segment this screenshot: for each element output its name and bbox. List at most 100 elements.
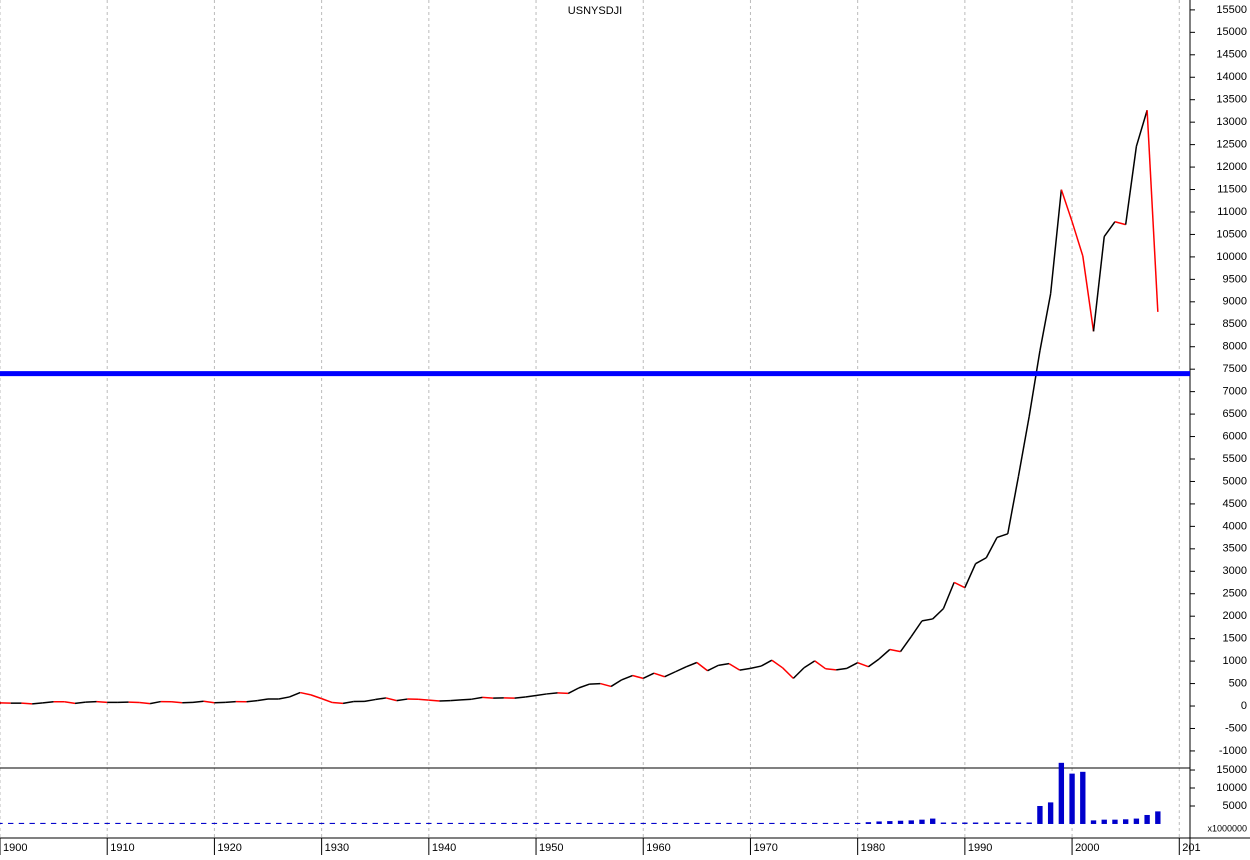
x-tick-label: 1960 [646, 842, 670, 854]
volume-bar [480, 823, 485, 824]
volume-bar [319, 823, 324, 824]
volume-bar [40, 823, 45, 824]
price-segment [32, 703, 43, 704]
volume-bar [544, 823, 549, 824]
volume-bar [619, 823, 624, 824]
volume-bar [919, 820, 924, 824]
volume-bar [523, 823, 528, 824]
volume-bar [791, 823, 796, 824]
y-tick-label: 500 [1229, 677, 1247, 689]
volume-bar [340, 823, 345, 824]
volume-bar [651, 823, 656, 824]
volume-bar [780, 823, 785, 824]
volume-bar [673, 823, 678, 824]
volume-bar [705, 823, 710, 824]
price-segment [515, 697, 526, 698]
volume-bar [137, 823, 142, 824]
volume-bar [19, 823, 24, 824]
x-tick-label: 201 [1182, 842, 1200, 854]
y-tick-label: 2500 [1223, 588, 1247, 600]
y-tick-label: 4000 [1223, 520, 1247, 532]
volume-bar [566, 823, 571, 824]
volume-bar [212, 823, 217, 824]
volume-bar [737, 823, 742, 824]
price-segment [332, 703, 343, 704]
volume-bar [298, 823, 303, 824]
volume-bar [1069, 774, 1074, 824]
volume-bar [190, 823, 195, 824]
volume-bar [62, 823, 67, 824]
volume-bar [683, 823, 688, 824]
volume-bar [351, 823, 356, 824]
volume-bar [394, 823, 399, 824]
volume-bar [662, 823, 667, 824]
volume-bar [287, 823, 292, 824]
y-tick-label: 10000 [1216, 251, 1247, 263]
y-tick-label: 13000 [1216, 116, 1247, 128]
volume-bar [587, 823, 592, 824]
volume-bar [1048, 802, 1053, 824]
volume-bar [801, 823, 806, 824]
volume-bar [576, 823, 581, 824]
volume-bar [533, 823, 538, 824]
volume-bar [180, 823, 185, 824]
y-tick-label: 5500 [1223, 453, 1247, 465]
chart-title: USNYSDJI [568, 5, 622, 17]
price-segment [450, 700, 461, 701]
volume-bar [51, 823, 56, 824]
y-tick-label: 12500 [1216, 139, 1247, 151]
y-tick-label: 5000 [1223, 475, 1247, 487]
volume-bar [866, 822, 871, 824]
volume-bar [748, 823, 753, 824]
volume-bar [29, 823, 34, 824]
volume-bar [641, 823, 646, 824]
y-tick-label: 15000 [1216, 26, 1247, 38]
volume-bar [126, 823, 131, 824]
y-tick-label: -1000 [1219, 745, 1247, 757]
y-tick-label: 9500 [1223, 273, 1247, 285]
volume-bar [469, 823, 474, 824]
volume-bar [72, 823, 77, 824]
y-tick-label: 3000 [1223, 565, 1247, 577]
y-tick-label: 0 [1241, 700, 1247, 712]
volume-bar [1059, 763, 1064, 824]
volume-bar [94, 823, 99, 824]
volume-bar [383, 823, 388, 824]
volume-bar [426, 823, 431, 824]
price-segment [429, 700, 440, 701]
volume-tick-label: 10000 [1216, 782, 1247, 794]
volume-bar [1005, 823, 1010, 824]
y-tick-label: 6000 [1223, 430, 1247, 442]
volume-bar [147, 823, 152, 824]
y-tick-label: 11500 [1217, 183, 1247, 195]
volume-bar [8, 823, 13, 824]
volume-bar [726, 823, 731, 824]
volume-bar [83, 823, 88, 824]
volume-tick-label: 5000 [1223, 800, 1247, 812]
y-tick-label: -500 [1225, 722, 1247, 734]
volume-bar [169, 823, 174, 824]
price-segment [96, 702, 107, 703]
x-tick-label: 1930 [325, 842, 349, 854]
volume-bar [405, 823, 410, 824]
volume-bar [1037, 806, 1042, 824]
y-tick-label: 8500 [1223, 318, 1247, 330]
y-tick-label: 14000 [1216, 71, 1247, 83]
y-tick-label: 3500 [1223, 543, 1247, 555]
volume-bar [823, 823, 828, 824]
volume-bar [276, 823, 281, 824]
x-tick-label: 1950 [539, 842, 563, 854]
volume-bar [812, 823, 817, 824]
y-tick-label: 11000 [1217, 206, 1247, 218]
y-tick-label: 4500 [1223, 498, 1247, 510]
volume-bar [222, 823, 227, 824]
volume-bar [598, 823, 603, 824]
price-segment [21, 703, 32, 704]
price-segment [225, 702, 236, 703]
volume-bar [373, 823, 378, 824]
y-tick-label: 14500 [1216, 49, 1247, 61]
y-tick-label: 15500 [1216, 4, 1247, 16]
volume-bar [362, 823, 367, 824]
volume-bar [501, 823, 506, 824]
x-tick-label: 1970 [753, 842, 777, 854]
